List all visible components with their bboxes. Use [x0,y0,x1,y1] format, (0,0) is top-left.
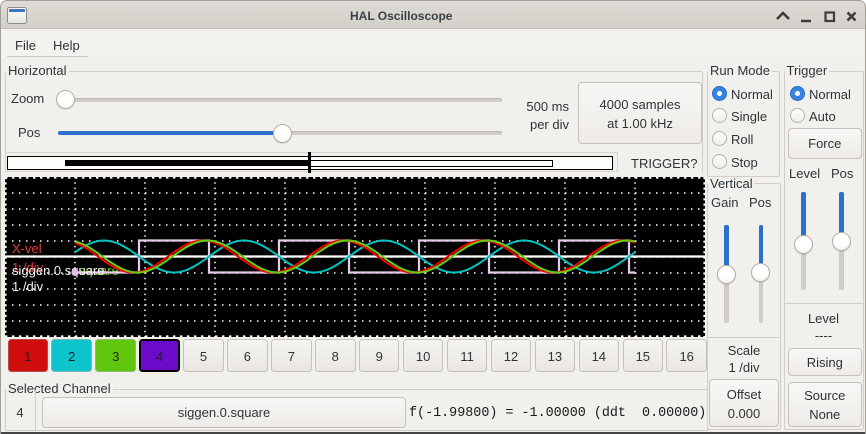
svg-text:1 /div: 1 /div [12,260,44,275]
svg-text:X-vel: X-vel [12,241,42,256]
svg-text:square: square [79,263,119,278]
svg-text:1 /div: 1 /div [12,279,44,294]
svg-text:siggen.0.square: siggen.0.square [12,263,105,278]
